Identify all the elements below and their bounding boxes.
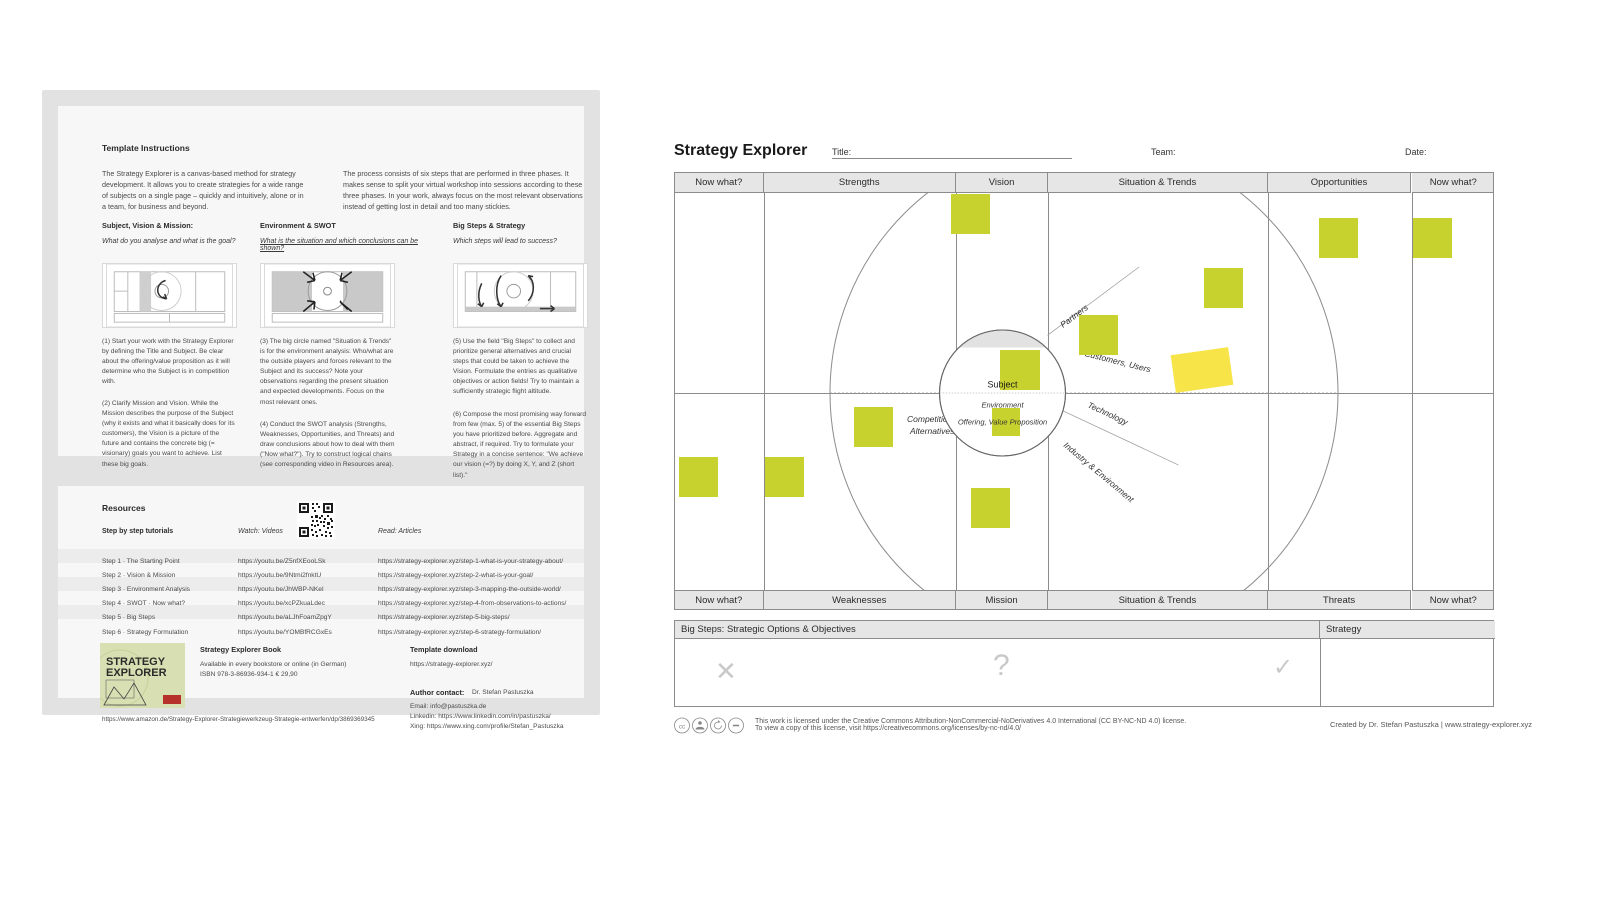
svg-text:Technology: Technology	[1086, 400, 1130, 428]
svg-text:EXPLORER: EXPLORER	[106, 667, 167, 679]
svg-text:cc: cc	[679, 723, 685, 730]
svg-text:Industry & Environment: Industry & Environment	[1062, 440, 1137, 505]
